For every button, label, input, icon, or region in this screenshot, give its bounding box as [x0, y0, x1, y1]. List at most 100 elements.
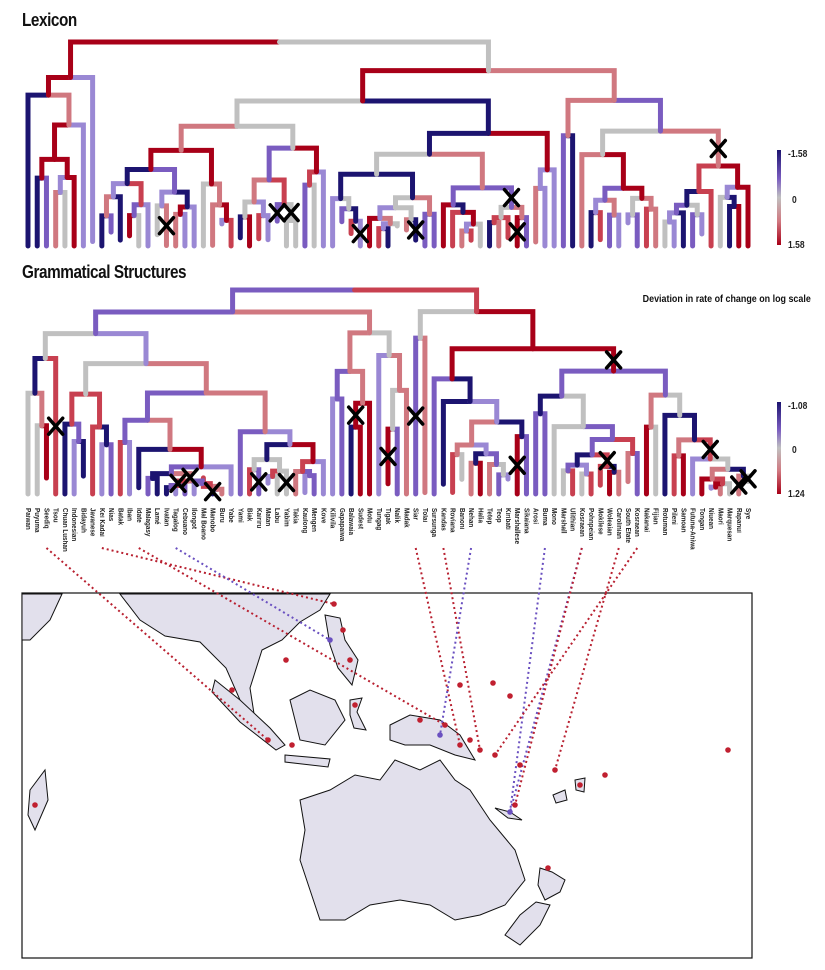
- tree-branch: [724, 184, 741, 200]
- borneo: [289, 689, 346, 746]
- language-label: Ivatan: [162, 508, 170, 527]
- tree-branch: [600, 128, 663, 158]
- cross-marker-icon: [598, 450, 616, 471]
- lexicon-colorbar: [777, 150, 781, 245]
- language-label: Iban: [125, 508, 133, 521]
- language-label: Idate: [134, 508, 142, 523]
- cross-marker-icon: [157, 215, 176, 236]
- language-location-dot: [507, 693, 513, 699]
- tree-branch: [386, 352, 403, 393]
- tree-branch: [560, 133, 571, 249]
- tree-branch: [99, 442, 109, 497]
- cross-marker-icon: [282, 202, 300, 223]
- tree-branch: [630, 212, 640, 249]
- tree-branch: [34, 423, 45, 497]
- tree-branch: [709, 466, 731, 482]
- language-label: Roviana: [448, 508, 456, 533]
- language-label: Banoni: [457, 508, 465, 530]
- tree-branch: [178, 123, 240, 153]
- lexicon-legend-max: 1.58: [788, 240, 805, 251]
- tree-branch: [71, 439, 82, 497]
- language-label: Kilivila: [328, 508, 336, 529]
- tree-branch: [731, 204, 742, 249]
- tree-branch: [143, 361, 209, 396]
- tree-branch: [643, 424, 654, 497]
- tree-branch: [251, 199, 266, 219]
- tree-branch: [431, 376, 455, 497]
- tree-branch: [735, 184, 751, 249]
- language-label: Rotuman: [660, 508, 668, 536]
- tree-branch: [671, 453, 682, 497]
- tree-branch: [168, 464, 204, 477]
- language-location-dot: [477, 747, 483, 753]
- tree-branch: [352, 287, 480, 315]
- tree-branch: [537, 185, 548, 249]
- tree-branch: [198, 464, 234, 497]
- tree-branch: [450, 209, 466, 249]
- language-label: Kiribati: [504, 508, 511, 530]
- language-label: Manobo: [208, 508, 216, 533]
- cross-marker-icon: [181, 467, 199, 488]
- tree-branch: [290, 145, 319, 175]
- tree-branch: [150, 471, 174, 481]
- tree-branch: [417, 309, 480, 341]
- tree-branch: [662, 412, 683, 497]
- tree-branch: [230, 287, 358, 315]
- cross-marker-icon: [169, 473, 187, 494]
- language-label: Seediq: [42, 508, 50, 529]
- language-label: Teop: [494, 508, 502, 523]
- cross-marker-icon: [709, 138, 728, 159]
- language-location-dot: [289, 742, 295, 748]
- grammar-legend-min: -1.08: [788, 401, 808, 412]
- tree-branch: [148, 147, 184, 173]
- tree-branch: [588, 210, 599, 249]
- tree-branch: [469, 442, 489, 457]
- tree-branch: [25, 390, 38, 497]
- tree-branch: [83, 361, 149, 397]
- tree-branch: [559, 393, 586, 430]
- language-label: Ulithian: [568, 508, 576, 532]
- tree-branch: [533, 185, 543, 245]
- tree-branch: [673, 210, 686, 249]
- tree-branch: [110, 194, 123, 243]
- language-label: Mono: [550, 508, 558, 525]
- tree-branch: [657, 128, 721, 169]
- tree-branch: [276, 39, 491, 74]
- cross-marker-icon: [268, 203, 286, 223]
- tree-branch: [696, 188, 714, 249]
- tree-branch: [565, 468, 576, 497]
- philippines: [324, 614, 359, 687]
- tree-branch: [625, 451, 636, 485]
- cross-marker-icon: [379, 446, 397, 467]
- tree-branch: [426, 151, 485, 191]
- language-label: Yami: [236, 508, 244, 523]
- language-label: Batak: [116, 508, 124, 526]
- tree-branch: [684, 202, 700, 218]
- cross-marker-icon: [250, 472, 268, 492]
- tree-branch: [208, 181, 223, 208]
- tree-branch: [440, 399, 473, 487]
- tree-branch: [485, 130, 550, 173]
- tree-branch: [367, 215, 383, 249]
- tree-branch: [417, 335, 428, 496]
- new-zealand-south: [504, 901, 551, 946]
- tree-branch: [709, 476, 726, 487]
- tree-branch: [583, 471, 594, 497]
- language-label: Arosi: [531, 508, 539, 525]
- tree-branch: [579, 471, 589, 497]
- tree-branch: [159, 189, 178, 209]
- tree-branch: [338, 171, 380, 202]
- tree-branch: [565, 97, 617, 139]
- tree-branch: [264, 442, 293, 463]
- tree-branch: [410, 195, 433, 217]
- tree-branch: [52, 156, 70, 181]
- tree-branch: [293, 468, 306, 497]
- tree-branch: [62, 421, 75, 497]
- tree-branch: [469, 419, 500, 448]
- language-label: Niuean: [707, 508, 715, 530]
- grammar-title: Grammatical Structures: [22, 262, 187, 282]
- tree-branch: [69, 391, 89, 427]
- language-label: Fijian: [651, 508, 659, 525]
- tree-branch: [348, 424, 359, 497]
- tree-branch: [237, 429, 268, 497]
